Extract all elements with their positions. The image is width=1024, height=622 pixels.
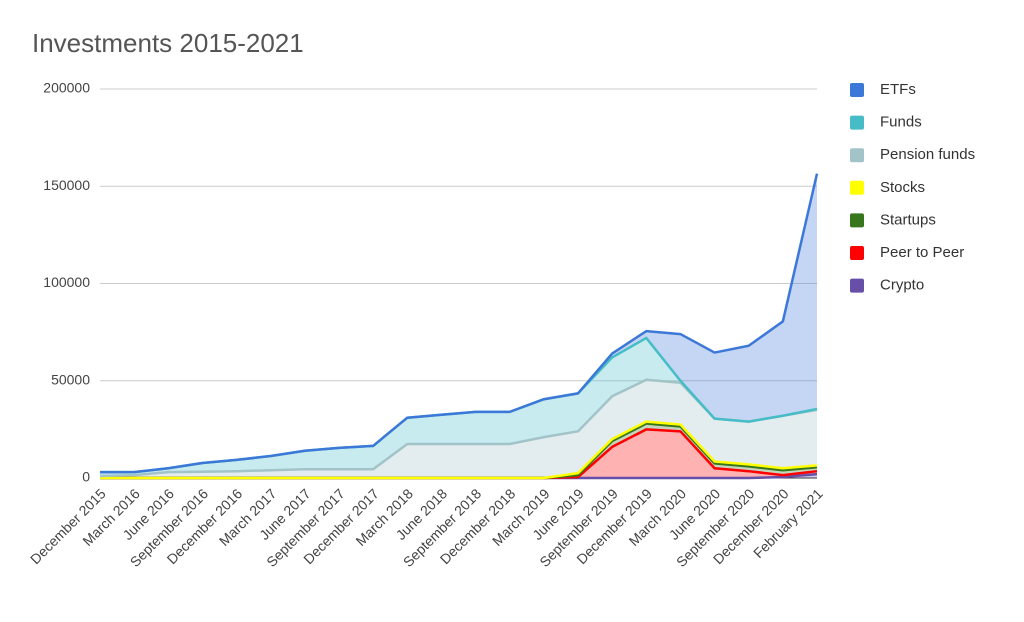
legend-swatch	[850, 148, 864, 163]
legend-label: Funds	[880, 114, 922, 131]
y-tick-label: 200000	[43, 80, 90, 96]
legend-swatch	[850, 246, 864, 260]
chart-title: Investments 2015-2021	[32, 28, 304, 58]
y-tick-label: 100000	[43, 274, 90, 290]
y-tick-label: 150000	[43, 177, 90, 193]
legend-swatch	[850, 115, 864, 130]
legend-swatch	[850, 213, 864, 228]
legend-label: Peer to Peer	[880, 244, 964, 261]
legend-label: ETFs	[880, 81, 916, 98]
line	[100, 420, 818, 480]
legend-label: Stocks	[880, 179, 925, 196]
area	[100, 379, 817, 478]
legend-label: Startups	[880, 211, 936, 228]
legend-swatch	[850, 83, 864, 97]
legend-label: Crypto	[880, 277, 924, 294]
y-tick-label: 0	[82, 469, 90, 485]
legend-label: Pension funds	[880, 146, 975, 163]
legend-swatch	[850, 278, 864, 293]
legend-swatch	[850, 180, 864, 195]
area	[100, 429, 817, 478]
line	[100, 173, 819, 474]
area	[100, 337, 817, 477]
y-tick-label: 50000	[51, 371, 90, 387]
